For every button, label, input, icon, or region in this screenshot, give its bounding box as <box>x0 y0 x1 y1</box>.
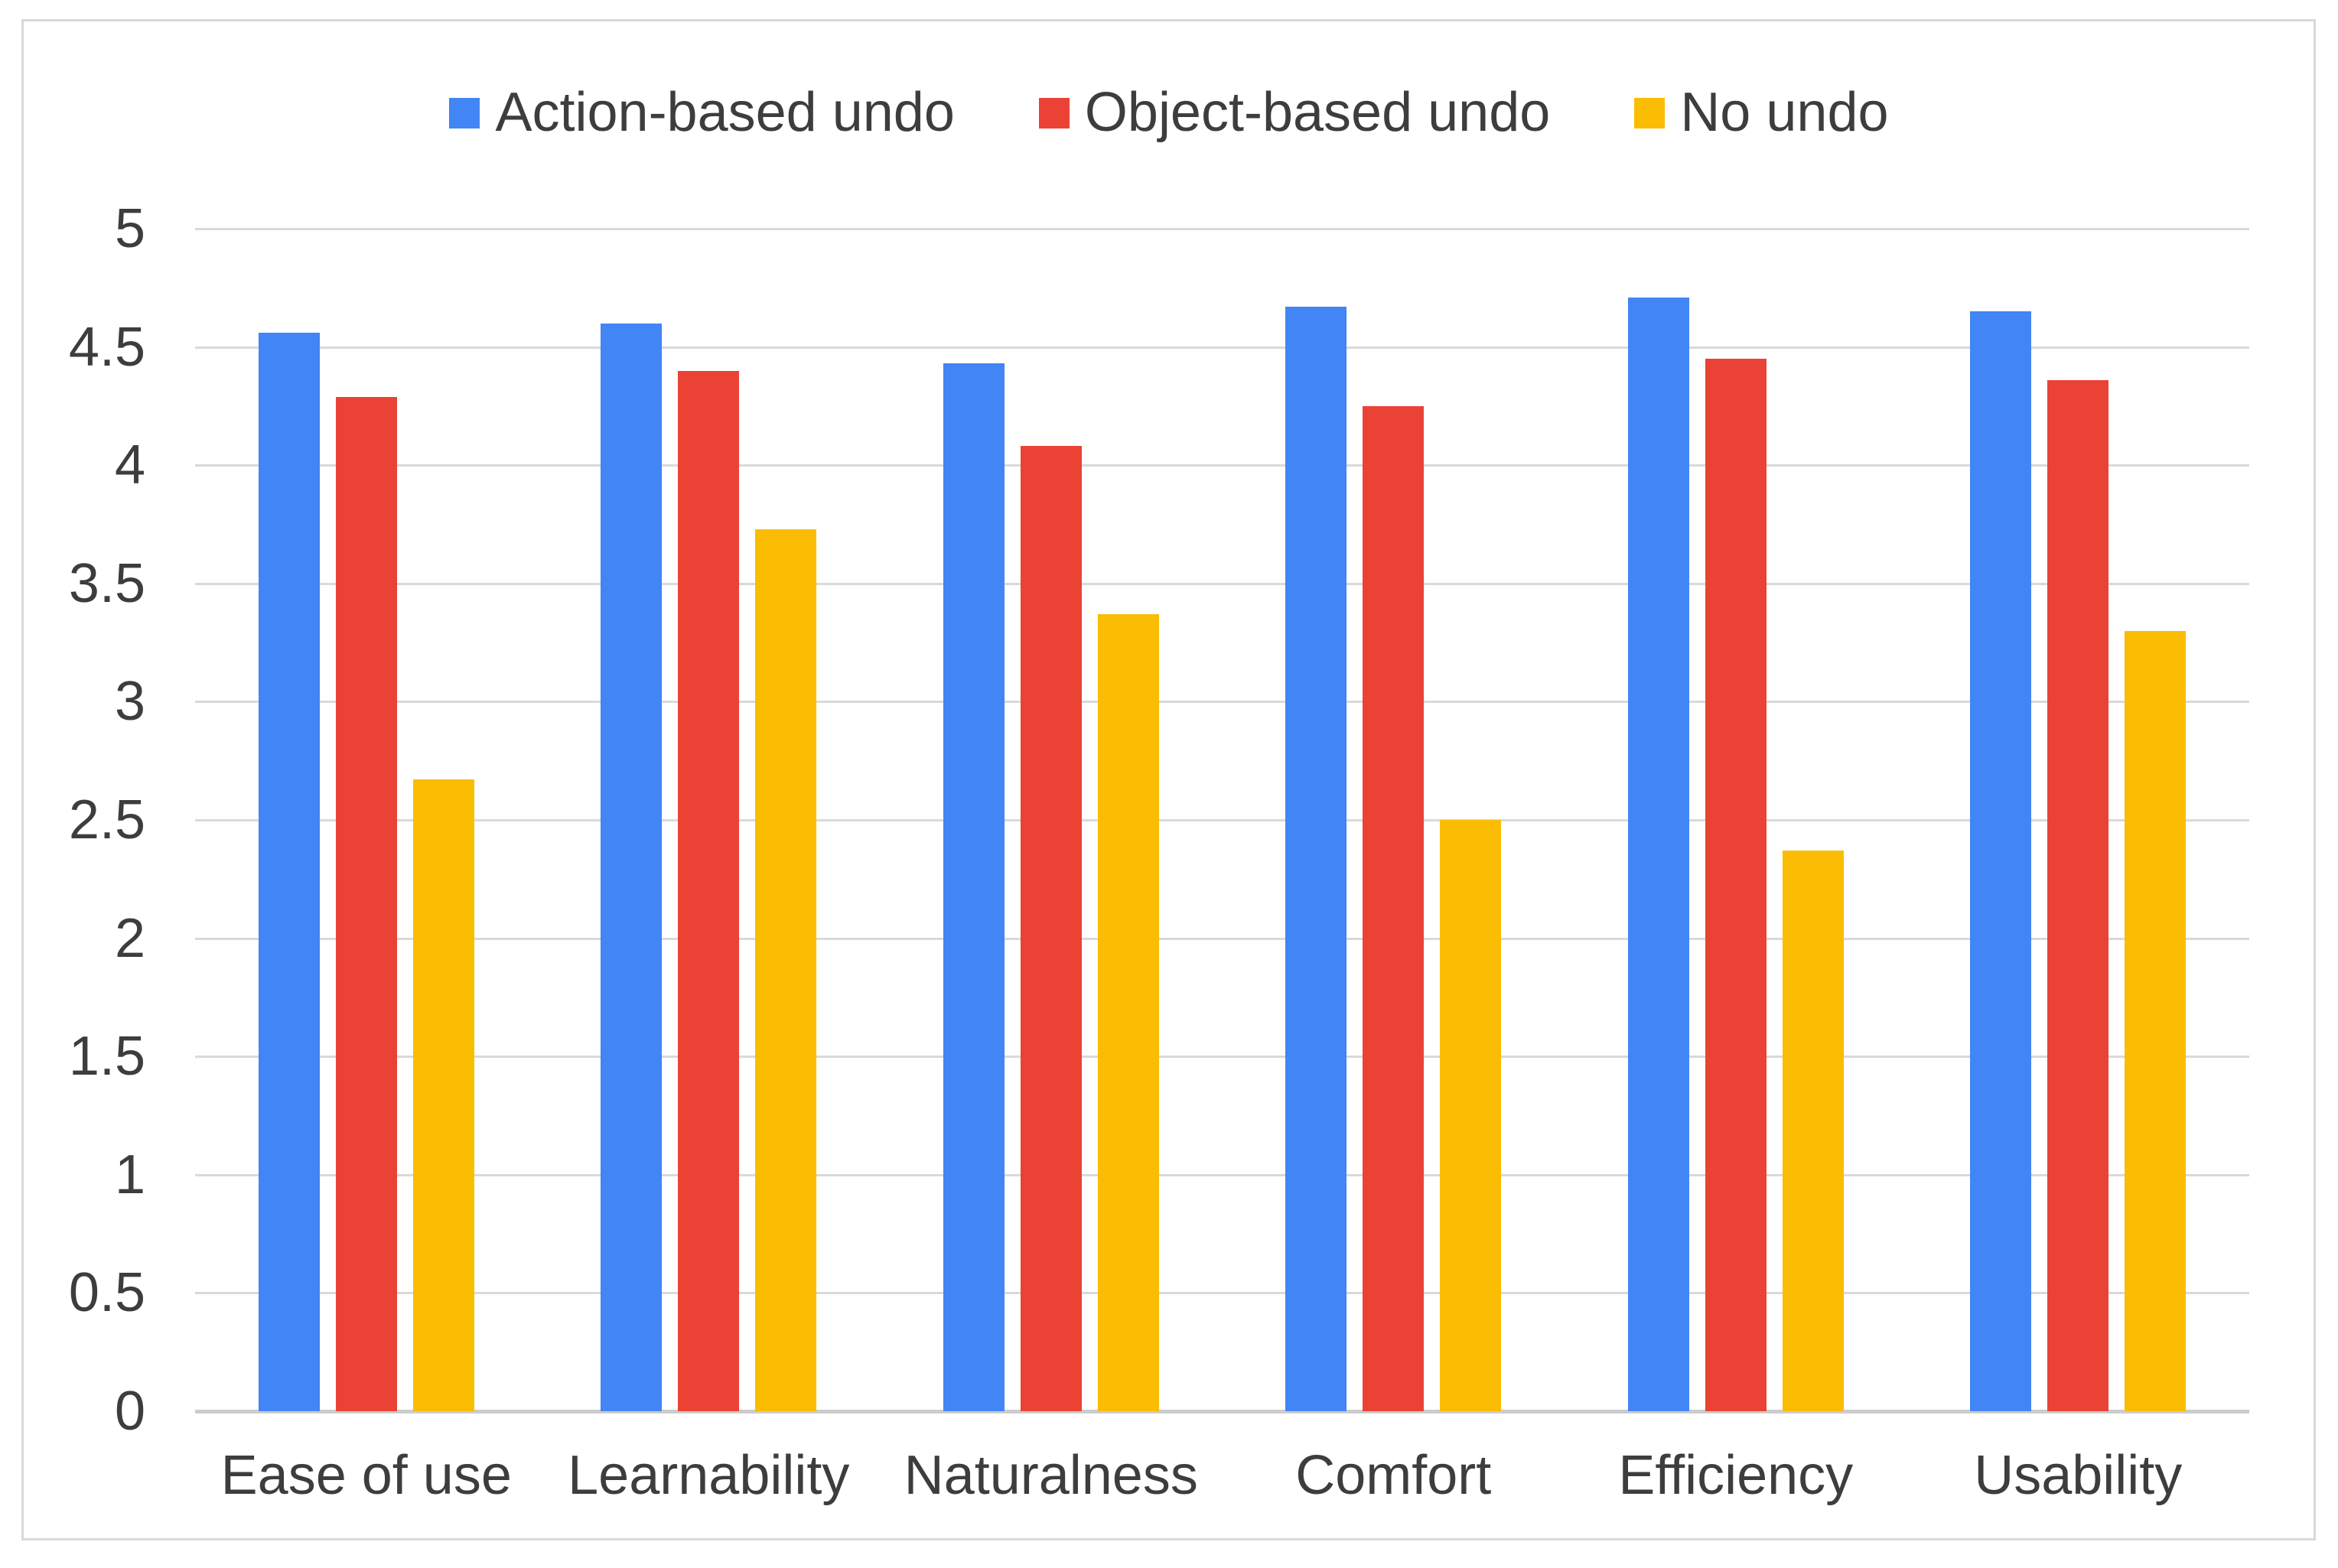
x-axis-label: Efficiency <box>1618 1445 1854 1506</box>
legend-label: Object-based undo <box>1084 82 1551 143</box>
chart-legend: Action-based undo Object-based undo No und… <box>0 82 2338 143</box>
y-axis-tick-label: 5 <box>114 198 145 259</box>
bar-action-based-undo <box>1285 307 1347 1411</box>
bar-action-based-undo <box>1627 297 1689 1411</box>
gridline <box>195 1173 2249 1176</box>
gridline <box>195 1292 2249 1295</box>
gridline <box>195 819 2249 821</box>
gridline <box>195 1056 2249 1059</box>
gridline <box>195 701 2249 704</box>
y-axis-tick-label: 1 <box>114 1143 145 1205</box>
y-axis-tick-label: 3.5 <box>68 552 145 614</box>
gridline <box>195 346 2249 349</box>
bar-object-based-undo <box>678 370 740 1411</box>
y-axis-tick-label: 1.5 <box>68 1026 145 1088</box>
y-axis-tick-label: 3 <box>114 671 145 733</box>
y-axis-tick-label: 2.5 <box>68 789 145 851</box>
x-axis-label: Usability <box>1974 1445 2183 1506</box>
plot-area <box>195 228 2249 1413</box>
bar-no-undo <box>412 779 474 1411</box>
bar-no-undo <box>1782 851 1844 1411</box>
bar-action-based-undo <box>601 323 663 1411</box>
bar-action-based-undo <box>943 363 1005 1411</box>
y-axis-tick-label: 4 <box>114 434 145 496</box>
x-axis-label: Learnability <box>568 1445 850 1506</box>
gridline <box>195 937 2249 940</box>
chart-frame <box>21 19 2316 1540</box>
legend-item: No undo <box>1634 82 1889 143</box>
bar-object-based-undo <box>1020 446 1082 1411</box>
bar-no-undo <box>1440 820 1502 1411</box>
x-axis-label: Ease of use <box>220 1445 512 1506</box>
legend-label: Action-based undo <box>495 82 955 143</box>
bar-action-based-undo <box>1970 311 2032 1411</box>
gridline <box>195 464 2249 467</box>
bar-action-based-undo <box>258 333 320 1411</box>
x-axis-label: Naturalness <box>904 1445 1198 1506</box>
legend-swatch-icon <box>449 97 480 128</box>
bar-no-undo <box>755 529 817 1411</box>
gridline <box>195 228 2249 230</box>
bar-no-undo <box>1097 614 1159 1411</box>
bar-object-based-undo <box>1705 359 1767 1411</box>
bar-object-based-undo <box>2047 379 2109 1411</box>
legend-item: Object-based undo <box>1038 82 1551 143</box>
legend-item: Action-based undo <box>449 82 955 143</box>
y-axis-tick-label: 0 <box>114 1381 145 1442</box>
legend-swatch-icon <box>1038 97 1070 128</box>
bar-object-based-undo <box>1363 405 1425 1411</box>
bar-no-undo <box>2125 630 2187 1411</box>
x-axis-baseline <box>195 1410 2249 1413</box>
bar-object-based-undo <box>335 396 397 1411</box>
x-axis-label: Comfort <box>1295 1445 1492 1506</box>
y-axis-tick-label: 4.5 <box>68 316 145 378</box>
y-axis-tick-label: 0.5 <box>68 1262 145 1324</box>
legend-label: No undo <box>1680 82 1889 143</box>
legend-swatch-icon <box>1634 97 1666 128</box>
gridline <box>195 582 2249 585</box>
y-axis-tick-label: 2 <box>114 907 145 969</box>
